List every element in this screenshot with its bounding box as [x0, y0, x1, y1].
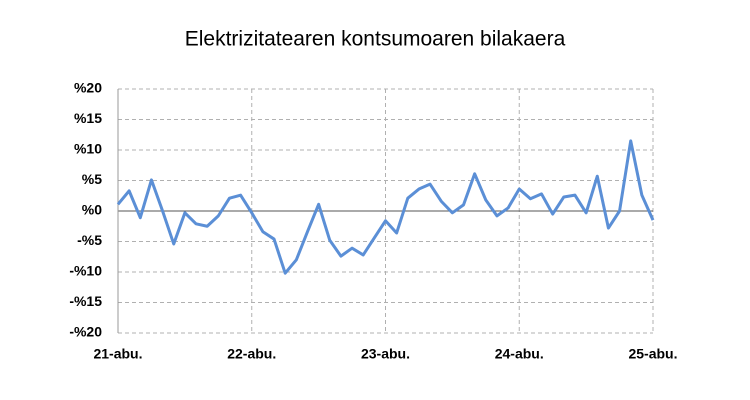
- y-tick-label: %10: [74, 141, 102, 157]
- y-tick-label: -%5: [77, 232, 102, 248]
- y-tick-label: -%15: [69, 293, 102, 309]
- x-tick-label: 22-abu.: [227, 346, 276, 362]
- y-tick-label: %5: [82, 171, 102, 187]
- x-tick-label: 21-abu.: [93, 346, 142, 362]
- x-tick-label: 25-abu.: [628, 346, 677, 362]
- chart-title: Elektrizitatearen kontsumoaren bilakaera: [185, 28, 566, 51]
- y-tick-label: %20: [74, 80, 102, 96]
- line: [116, 139, 655, 275]
- y-tick-label: %0: [82, 202, 102, 218]
- y-tick-label: -%10: [69, 263, 102, 279]
- x-tick-label: 23-abu.: [361, 346, 410, 362]
- y-tick-label: -%20: [69, 324, 102, 340]
- y-tick-label: %15: [74, 110, 102, 126]
- x-tick-label: 24-abu.: [495, 346, 544, 362]
